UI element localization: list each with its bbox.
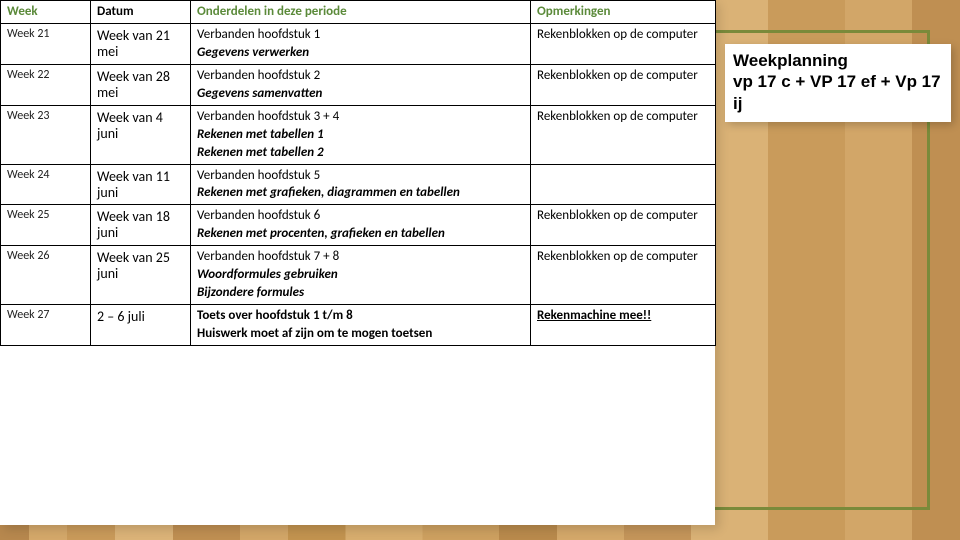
cell-remark: Rekenblokken op de computer (531, 64, 716, 105)
cell-topic: Verbanden hoofdstuk 2Gegevens samenvatte… (191, 64, 531, 105)
col-opmerkingen: Opmerkingen (531, 1, 716, 24)
col-week: Week (1, 1, 91, 24)
col-datum: Datum (91, 1, 191, 24)
cell-week: Week 26 (1, 246, 91, 305)
table-row: Week 26Week van 25 juniVerbanden hoofdst… (1, 246, 716, 305)
cell-remark: Rekenblokken op de computer (531, 23, 716, 64)
cell-topic: Verbanden hoofdstuk 1Gegevens verwerken (191, 23, 531, 64)
cell-remark: Rekenblokken op de computer (531, 105, 716, 164)
cell-date: Week van 21 mei (91, 23, 191, 64)
planning-table: Week Datum Onderdelen in deze periode Op… (0, 0, 716, 346)
table-row: Week 272 – 6 juliToets over hoofdstuk 1 … (1, 305, 716, 346)
table-row: Week 21Week van 21 meiVerbanden hoofdstu… (1, 23, 716, 64)
title-line2: vp 17 c + VP 17 ef + Vp 17 ij (733, 71, 943, 114)
cell-remark: Rekenblokken op de computer (531, 246, 716, 305)
cell-topic: Verbanden hoofdstuk 6Rekenen met procent… (191, 205, 531, 246)
table-row: Week 24Week van 11 juniVerbanden hoofdst… (1, 164, 716, 205)
cell-topic: Verbanden hoofdstuk 5Rekenen met grafiek… (191, 164, 531, 205)
planning-table-container: Week Datum Onderdelen in deze periode Op… (0, 0, 715, 525)
col-onderdelen: Onderdelen in deze periode (191, 1, 531, 24)
cell-week: Week 24 (1, 164, 91, 205)
cell-date: Week van 25 juni (91, 246, 191, 305)
cell-week: Week 25 (1, 205, 91, 246)
cell-topic: Verbanden hoofdstuk 3 + 4Rekenen met tab… (191, 105, 531, 164)
table-row: Week 23Week van 4 juniVerbanden hoofdstu… (1, 105, 716, 164)
header-row: Week Datum Onderdelen in deze periode Op… (1, 1, 716, 24)
cell-week: Week 22 (1, 64, 91, 105)
cell-topic: Toets over hoofdstuk 1 t/m 8Huiswerk moe… (191, 305, 531, 346)
title-line1: Weekplanning (733, 50, 943, 71)
cell-remark (531, 164, 716, 205)
cell-week: Week 21 (1, 23, 91, 64)
cell-date: Week van 11 juni (91, 164, 191, 205)
cell-remark: Rekenblokken op de computer (531, 205, 716, 246)
cell-week: Week 23 (1, 105, 91, 164)
cell-topic: Verbanden hoofdstuk 7 + 8Woordformules g… (191, 246, 531, 305)
cell-date: Week van 28 mei (91, 64, 191, 105)
table-row: Week 25Week van 18 juniVerbanden hoofdst… (1, 205, 716, 246)
cell-date: 2 – 6 juli (91, 305, 191, 346)
table-row: Week 22Week van 28 meiVerbanden hoofdstu… (1, 64, 716, 105)
cell-remark: Rekenmachine mee!! (531, 305, 716, 346)
title-box: Weekplanning vp 17 c + VP 17 ef + Vp 17 … (725, 44, 951, 122)
cell-date: Week van 4 juni (91, 105, 191, 164)
cell-week: Week 27 (1, 305, 91, 346)
cell-date: Week van 18 juni (91, 205, 191, 246)
